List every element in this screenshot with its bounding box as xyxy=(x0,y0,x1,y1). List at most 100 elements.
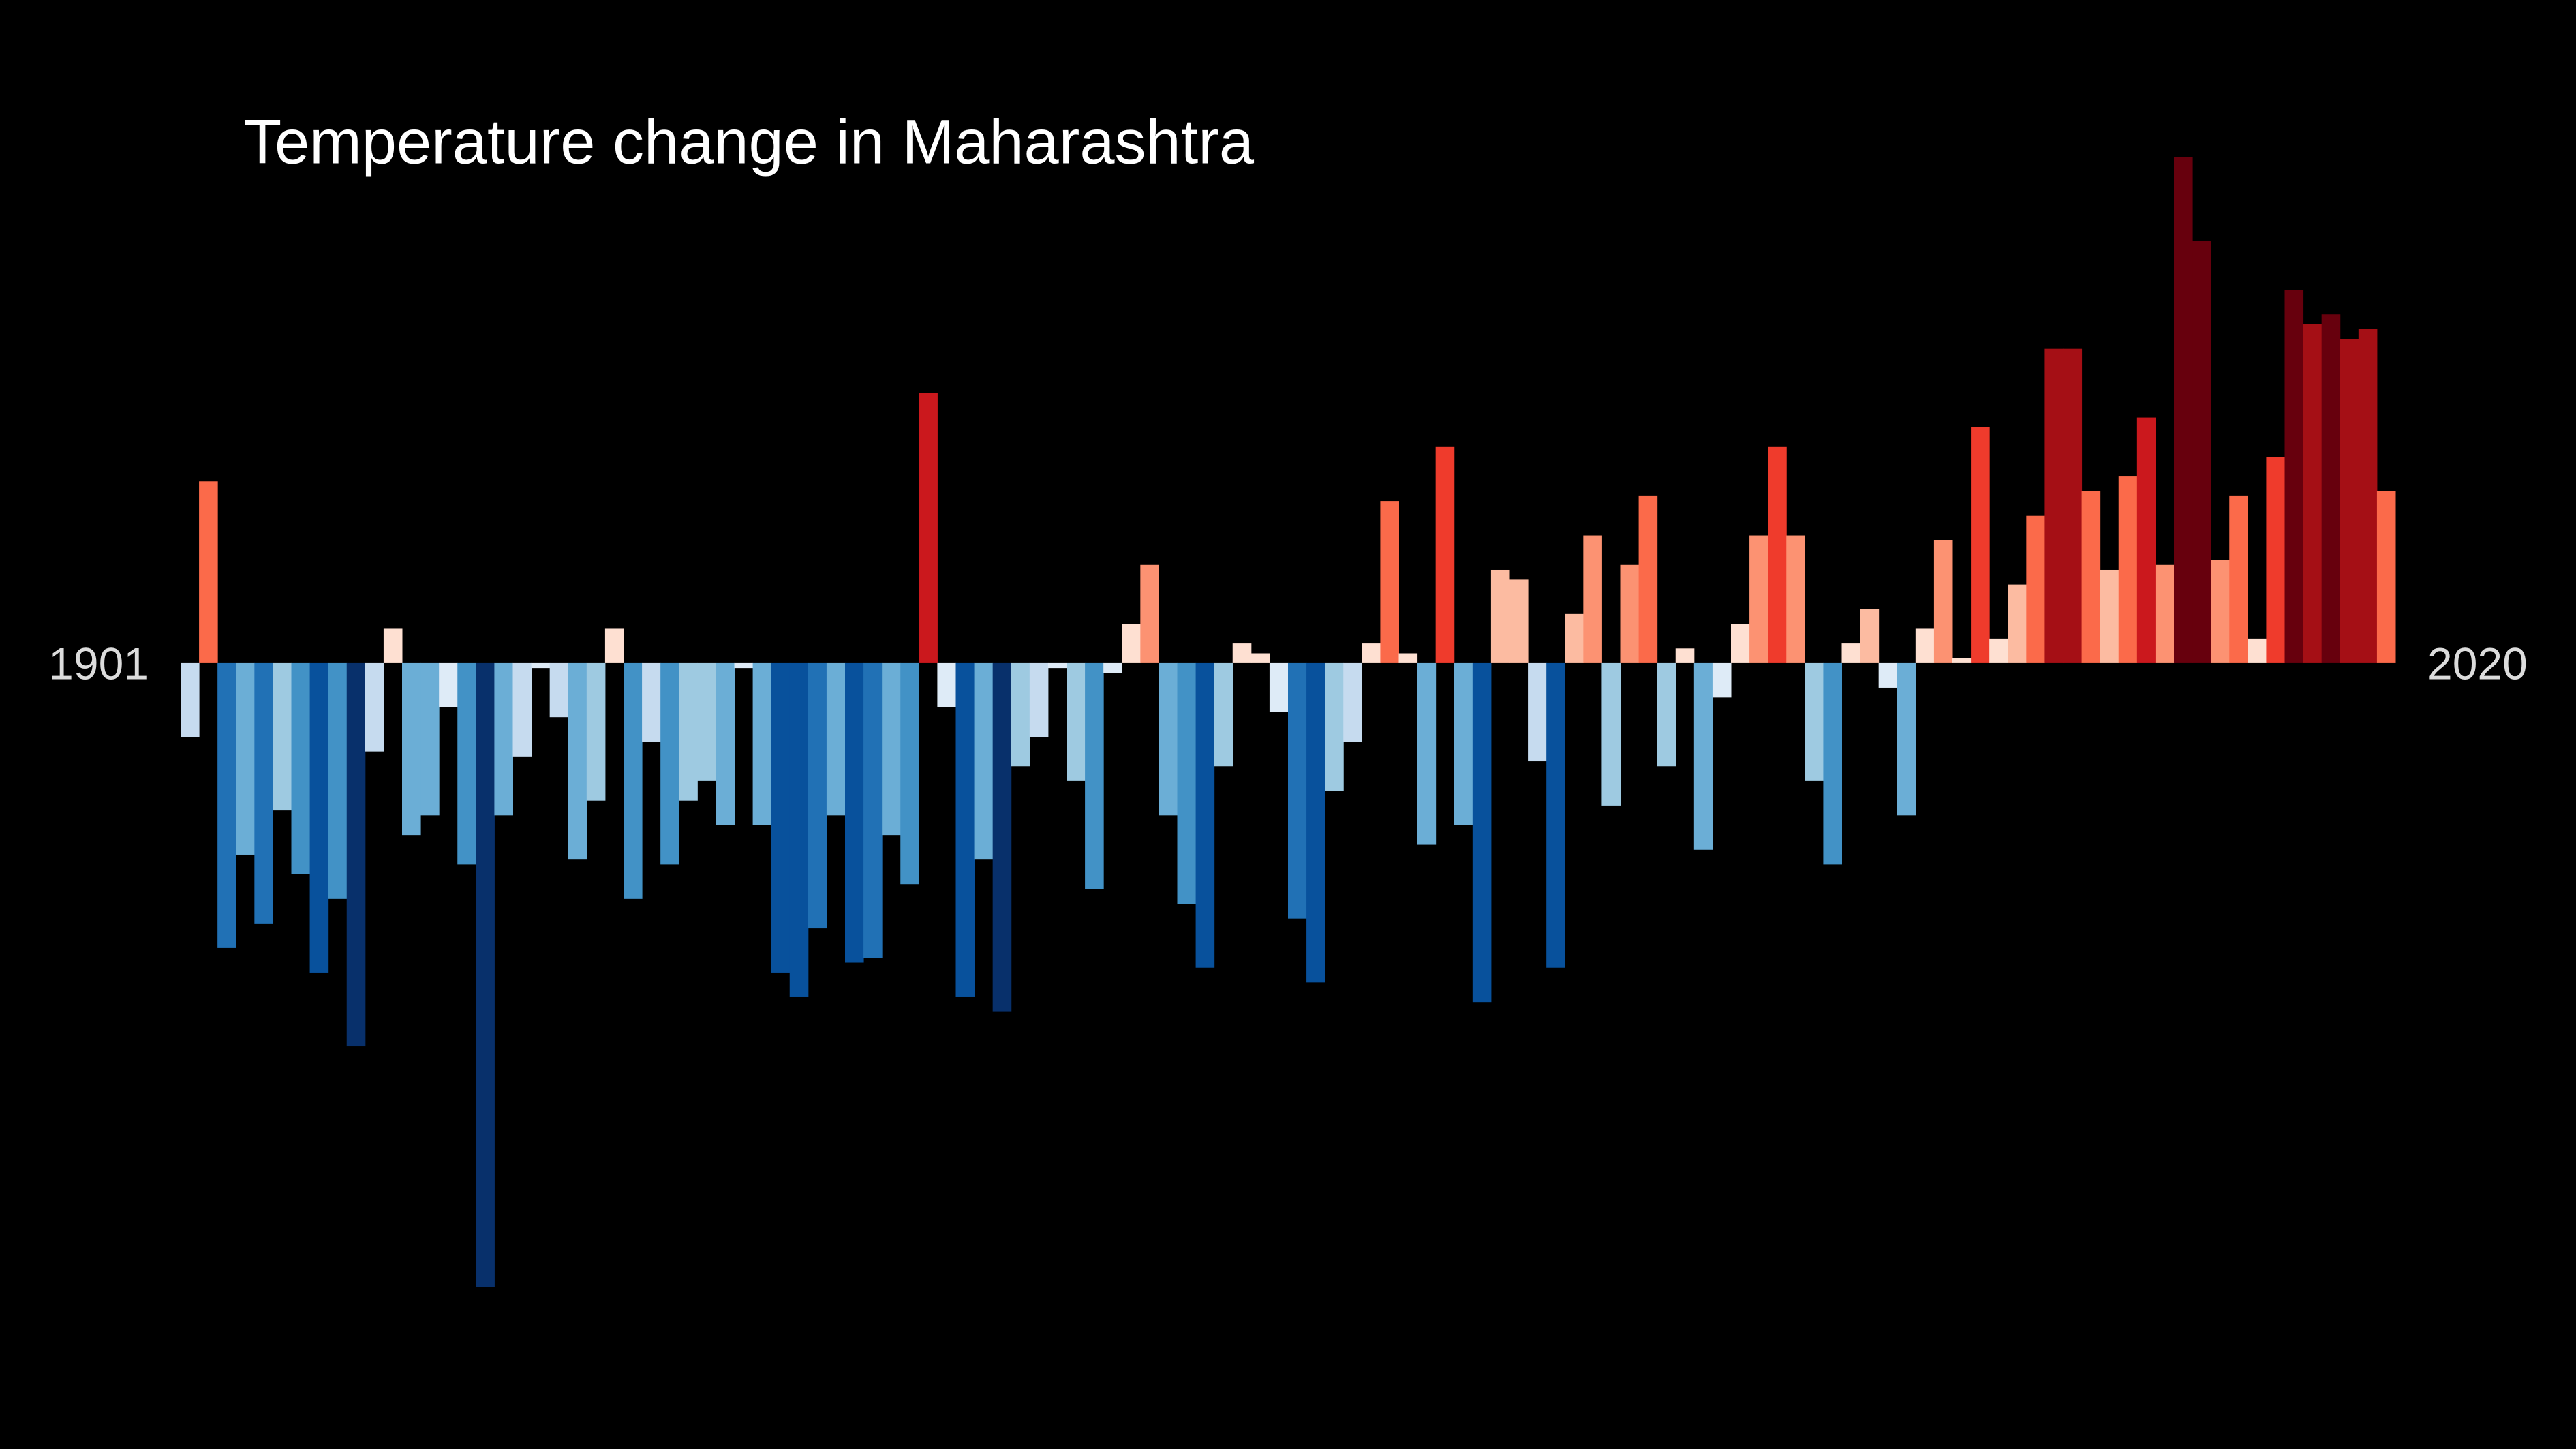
bar xyxy=(1011,662,1030,767)
bar xyxy=(660,662,679,865)
bar xyxy=(1583,535,1602,663)
bar xyxy=(512,662,532,757)
bar xyxy=(1989,638,2008,663)
bar xyxy=(568,662,587,860)
bar xyxy=(2248,638,2267,663)
bar xyxy=(1103,662,1122,673)
bar xyxy=(1768,446,1787,663)
bar xyxy=(365,662,384,752)
bar xyxy=(1047,662,1067,669)
bar xyxy=(476,662,495,1287)
bar xyxy=(863,662,883,958)
bar xyxy=(1306,662,1325,983)
bar xyxy=(1398,653,1418,663)
bar xyxy=(2211,560,2230,663)
x-tick-label: 1901 xyxy=(48,638,149,688)
bar xyxy=(1067,662,1086,781)
bar xyxy=(1952,658,1972,663)
bar xyxy=(1417,662,1437,845)
bar xyxy=(2376,491,2396,663)
bar xyxy=(1620,564,1640,663)
bar xyxy=(2303,324,2322,663)
bar xyxy=(2044,348,2064,663)
bar xyxy=(2136,417,2156,663)
bar xyxy=(2266,457,2285,663)
bar xyxy=(1362,643,1381,663)
bar xyxy=(1897,662,1916,816)
bar xyxy=(679,662,698,801)
bar xyxy=(1749,535,1768,663)
bar xyxy=(1657,662,1676,767)
bar xyxy=(1601,662,1621,806)
bar xyxy=(439,662,458,707)
bar xyxy=(531,662,551,669)
bar xyxy=(789,662,809,997)
bar xyxy=(1177,662,1197,904)
bar xyxy=(1693,662,1713,850)
bar xyxy=(1214,662,1233,767)
bar xyxy=(974,662,994,860)
bar xyxy=(1860,609,1880,663)
x-tick-label: 2020 xyxy=(2427,638,2528,688)
bar xyxy=(1933,540,1953,663)
bar xyxy=(937,662,956,707)
bar xyxy=(1675,648,1695,663)
bar xyxy=(309,662,329,973)
bar xyxy=(992,662,1012,1012)
bar xyxy=(2358,329,2378,663)
chart-title: Temperature change in Maharashtra xyxy=(243,107,1255,177)
bar xyxy=(1435,446,1455,663)
bar xyxy=(752,662,772,825)
bar xyxy=(2081,491,2101,663)
bar xyxy=(2284,290,2304,663)
bar xyxy=(1786,535,1805,663)
bar xyxy=(2118,476,2138,663)
bar xyxy=(1029,662,1049,737)
bar xyxy=(808,662,827,929)
bar xyxy=(1085,662,1104,889)
bar xyxy=(1712,662,1732,698)
bar xyxy=(1232,643,1252,663)
bar xyxy=(346,662,366,1047)
bar xyxy=(1454,662,1473,825)
bar xyxy=(273,662,292,811)
bar xyxy=(2340,339,2359,663)
bar xyxy=(955,662,975,997)
bar xyxy=(1915,628,1935,663)
bar xyxy=(1140,564,1159,663)
bar xyxy=(2063,348,2083,663)
bar xyxy=(1269,662,1289,712)
bar xyxy=(2229,495,2248,663)
bar xyxy=(919,393,938,663)
bar xyxy=(1971,427,1990,663)
bar xyxy=(1490,569,1510,663)
bar xyxy=(1509,579,1529,663)
bar xyxy=(1380,501,1399,663)
bar xyxy=(845,662,864,963)
bar xyxy=(642,662,661,742)
bar xyxy=(1638,495,1658,663)
bar xyxy=(2008,584,2027,663)
bar xyxy=(2026,515,2045,663)
bar xyxy=(1343,662,1362,742)
bar xyxy=(586,662,606,801)
bar xyxy=(1325,662,1344,791)
bar xyxy=(1159,662,1178,816)
bar xyxy=(291,662,311,874)
bar xyxy=(882,662,901,836)
bar xyxy=(402,662,421,836)
bar xyxy=(383,628,403,663)
bar xyxy=(734,662,754,669)
bar xyxy=(1565,613,1584,663)
bar xyxy=(2174,157,2193,663)
bar xyxy=(2321,314,2341,663)
bar xyxy=(457,662,476,865)
bar xyxy=(217,662,236,948)
bar xyxy=(697,662,716,781)
bar xyxy=(494,662,513,816)
bar xyxy=(1841,643,1861,663)
bar xyxy=(328,662,348,899)
bar xyxy=(1546,662,1565,968)
